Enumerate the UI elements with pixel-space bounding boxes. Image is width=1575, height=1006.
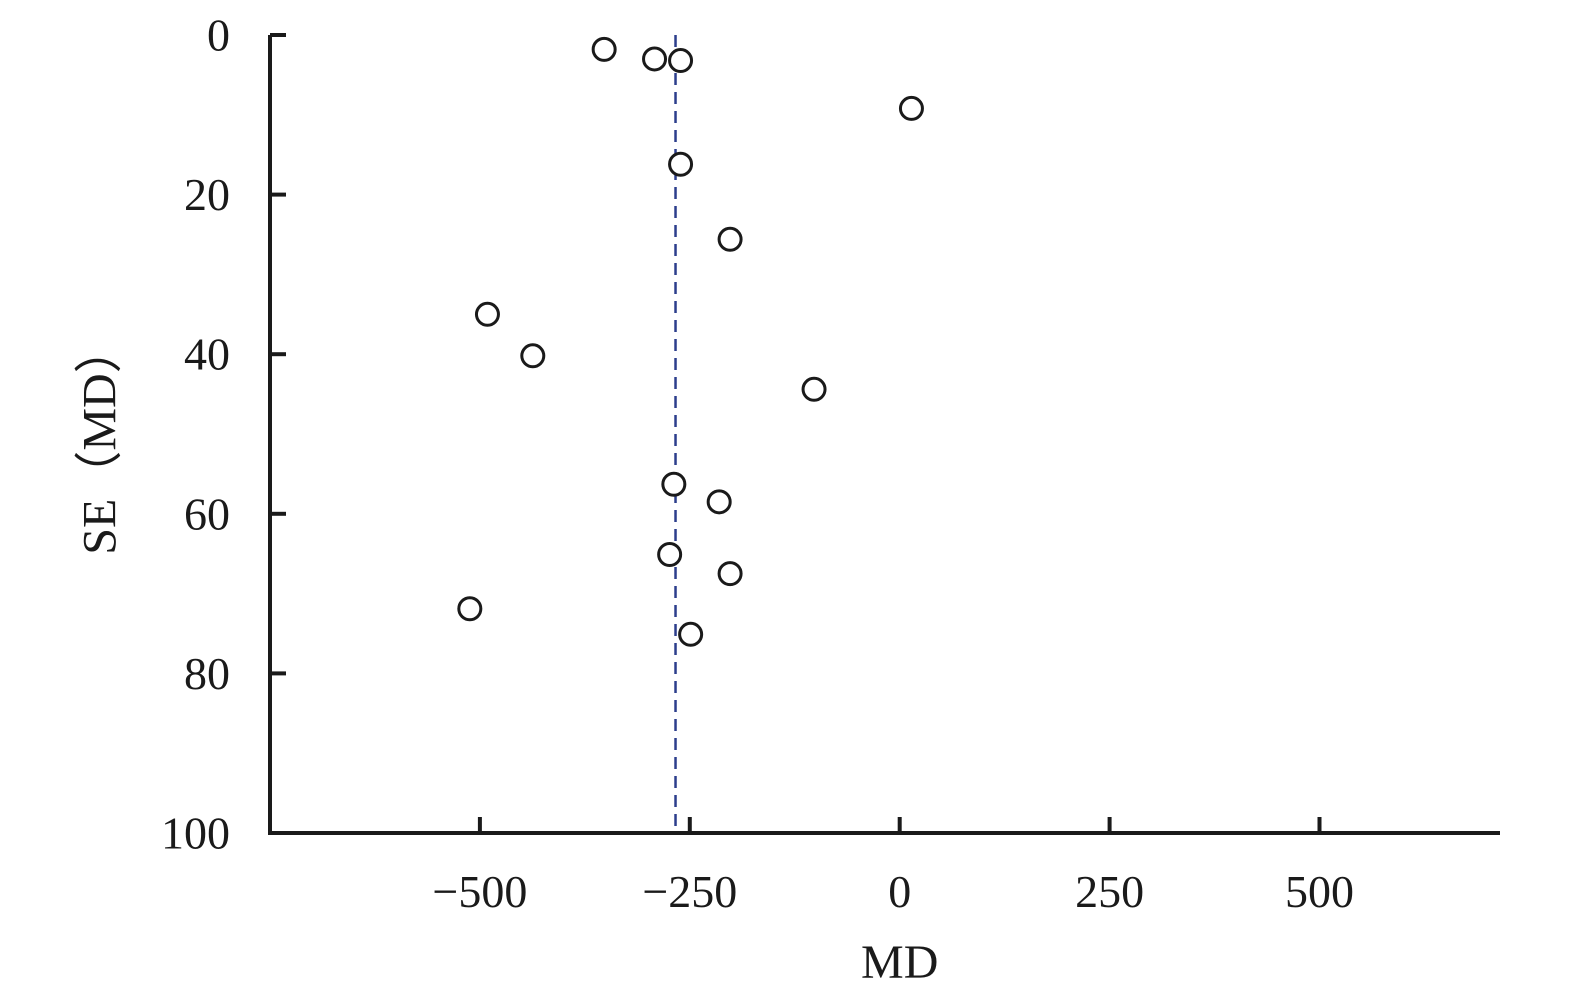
study-point [520,343,546,369]
x-tick-label: −250 [642,866,737,917]
axes [268,35,1500,835]
x-tick-label: 250 [1075,866,1144,917]
y-axis-ticks: 0 20 40 60 80 100 [161,10,286,859]
data-points [457,36,924,647]
y-tick-label: 20 [184,169,230,220]
x-tick-label: 500 [1285,866,1354,917]
study-point [661,471,687,497]
study-point [457,596,483,622]
y-tick-label: 80 [184,648,230,699]
y-tick-label: 100 [161,808,230,859]
x-axis-title: MD [861,936,938,989]
study-point [898,95,924,121]
y-tick-label: 60 [184,488,230,539]
study-point [706,489,732,515]
study-point [591,36,617,62]
y-tick-label: 0 [207,10,230,61]
study-point [678,621,704,647]
study-point [717,561,743,587]
x-axis-ticks: −500 −250 0 250 500 [432,817,1354,917]
study-point [668,48,694,74]
study-point [801,376,827,402]
y-axis-title: SE（MD） [74,325,127,554]
study-point [717,226,743,252]
x-tick-label: 0 [888,866,911,917]
x-tick-label: −500 [432,866,527,917]
y-tick-label: 40 [184,329,230,380]
study-point [642,46,668,72]
study-point [668,151,694,177]
study-point [474,301,500,327]
study-point [657,541,683,567]
